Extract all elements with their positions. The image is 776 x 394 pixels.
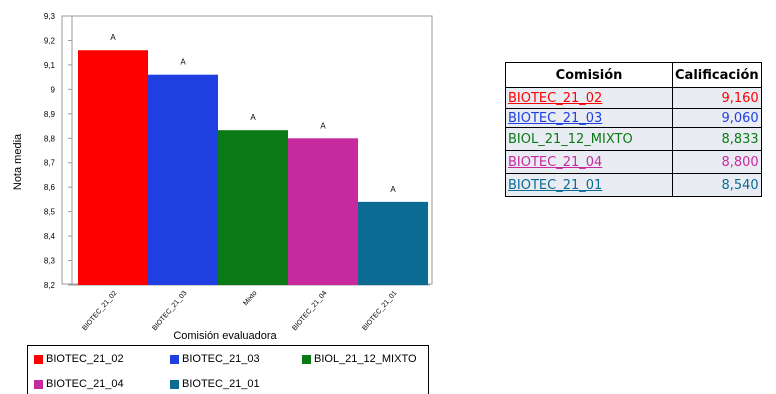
row-name: BIOTEC_21_03 <box>505 108 673 128</box>
y-tick-label: 8,5 <box>44 208 56 217</box>
y-tick-label: 9,3 <box>44 12 56 21</box>
y-tick-label: 8,2 <box>44 281 56 290</box>
bar-chart: 8,2 8,3 8,4 8,5 8,6 8,7 8,8 8,9 9 9,1 9,2 9,3 A A A A A… <box>12 12 433 342</box>
table-row: BIOL_21_12_MIXTO 8,833 <box>505 127 762 151</box>
legend-swatch <box>34 379 43 389</box>
legend-item: BIOTEC_21_02 <box>34 353 124 365</box>
bar-label: A <box>390 185 396 194</box>
x-tick-label: BIOTEC_21_02 <box>81 290 118 332</box>
x-tick-label: BIOTEC_21_03 <box>151 290 188 332</box>
legend-swatch <box>170 354 179 364</box>
legend-swatch <box>34 354 43 364</box>
chart-legend: BIOTEC_21_02 BIOTEC_21_03 BIOL_21_12_MIX… <box>27 345 429 394</box>
header-calificacion: Calificación <box>672 62 762 88</box>
legend-label: BIOTEC_21_01 <box>182 378 260 390</box>
bar-label: A <box>320 121 326 130</box>
x-axis-label: Comisión evaluadora <box>173 330 277 342</box>
x-tick-label: Mixto <box>242 290 258 307</box>
results-table: Comisión Calificación BIOTEC_21_02 9,160… <box>505 62 762 197</box>
legend-swatch <box>170 379 179 389</box>
bar <box>358 201 428 285</box>
y-tick-label: 8,3 <box>44 257 56 266</box>
row-value: 8,540 <box>672 173 762 197</box>
y-tick-label: 8,7 <box>44 159 56 168</box>
bar <box>78 50 148 286</box>
bar <box>218 130 288 285</box>
x-tick-label: BIOTEC_21_04 <box>291 290 328 332</box>
table-row: BIOTEC_21_03 9,060 <box>505 108 762 128</box>
bar-label: A <box>250 113 256 122</box>
row-value: 8,800 <box>672 150 762 174</box>
legend-label: BIOL_21_12_MIXTO <box>314 353 417 365</box>
bar-label: A <box>180 58 186 67</box>
row-value: 9,160 <box>672 87 762 109</box>
legend-item: BIOTEC_21_01 <box>170 378 260 390</box>
legend-label: BIOTEC_21_04 <box>46 378 124 390</box>
y-axis-label: Nota media <box>12 133 24 190</box>
row-name: BIOTEC_21_04 <box>505 150 673 174</box>
row-name: BIOTEC_21_02 <box>505 87 673 109</box>
table-row: BIOTEC_21_04 8,800 <box>505 150 762 174</box>
row-name: BIOTEC_21_01 <box>505 173 673 197</box>
row-value: 8,833 <box>672 127 762 151</box>
y-tick-label: 8,8 <box>44 134 56 143</box>
x-tick-label: BIOTEC_21_01 <box>361 290 398 332</box>
legend-item: BIOTEC_21_04 <box>34 378 124 390</box>
y-tick-label: 9,2 <box>44 36 56 45</box>
y-tick-label: 8,4 <box>44 232 56 241</box>
legend-item: BIOL_21_12_MIXTO <box>302 353 417 365</box>
bar-label: A <box>110 33 116 42</box>
y-tick-label: 8,6 <box>44 183 56 192</box>
row-value: 9,060 <box>672 108 762 128</box>
table-row: BIOTEC_21_01 8,540 <box>505 173 762 197</box>
legend-swatch <box>302 354 311 364</box>
row-name: BIOL_21_12_MIXTO <box>505 127 673 151</box>
y-tick-label: 8,9 <box>44 110 56 119</box>
header-comision: Comisión <box>505 62 673 88</box>
legend-label: BIOTEC_21_03 <box>182 353 260 365</box>
legend-item: BIOTEC_21_03 <box>170 353 260 365</box>
legend-label: BIOTEC_21_02 <box>46 353 124 365</box>
y-tick-label: 9,1 <box>44 61 56 70</box>
y-tick-label: 9 <box>51 85 56 94</box>
bar <box>148 74 218 285</box>
bar <box>288 138 358 285</box>
table-header-row: Comisión Calificación <box>505 62 762 88</box>
table-row: BIOTEC_21_02 9,160 <box>505 87 762 109</box>
